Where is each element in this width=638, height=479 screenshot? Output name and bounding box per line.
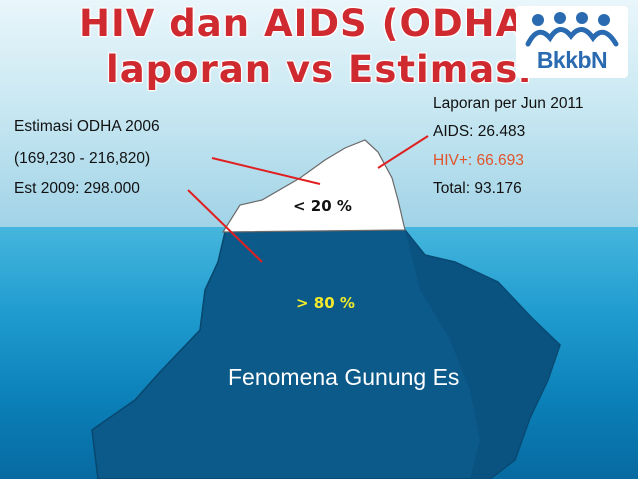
iceberg-caption: Fenomena Gunung Es [228, 364, 460, 390]
title-line-2: laporan vs Estimasi [106, 48, 532, 91]
report-total: Total: 93.176 [433, 180, 522, 197]
iceberg-tip [221, 139, 406, 233]
iceberg-above-label: < 20 % [293, 197, 352, 215]
logo-figures-icon [525, 12, 619, 47]
iceberg-underwater-shade [405, 230, 560, 479]
pointer-line-estimate-2006 [211, 157, 321, 185]
pointer-line-report [377, 135, 429, 169]
title-line-1: HIV dan AIDS (ODHA): [79, 2, 559, 45]
estimate-line-2: (169,230 - 216,820) [14, 150, 151, 167]
report-aids: AIDS: 26.483 [433, 123, 526, 140]
pointer-line-estimate-total [187, 189, 263, 263]
bkkbn-logo: BkkbN [516, 6, 628, 78]
report-hiv: HIV+: 66.693 [433, 152, 524, 169]
logo-text: BkkbN [536, 47, 608, 73]
estimate-line-3: Est 2009: 298.000 [14, 180, 140, 197]
estimate-line-1: Estimasi ODHA 2006 [14, 118, 160, 135]
iceberg-below-label: > 80 % [296, 294, 355, 312]
report-heading: Laporan per Jun 2011 [433, 95, 584, 112]
